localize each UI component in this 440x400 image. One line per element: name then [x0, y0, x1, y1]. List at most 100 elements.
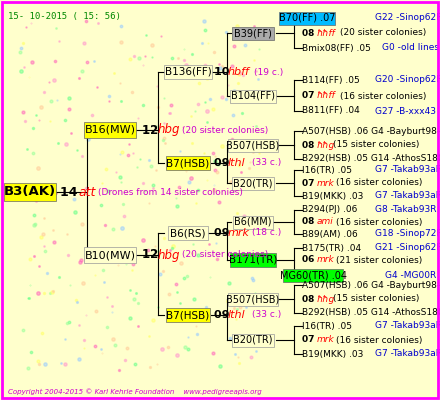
Text: 08: 08 — [302, 294, 318, 304]
Text: Copyright 2004-2015 © Karl Kehrle Foundation    www.pedigreeapis.org: Copyright 2004-2015 © Karl Kehrle Founda… — [8, 388, 262, 395]
FancyBboxPatch shape — [228, 138, 278, 152]
Text: (33 c.): (33 c.) — [252, 310, 281, 320]
Text: B6(MM): B6(MM) — [234, 217, 272, 227]
Text: 09: 09 — [214, 158, 233, 168]
Text: ħħg: ħħg — [317, 140, 335, 150]
FancyBboxPatch shape — [233, 216, 273, 228]
Text: B175(TR) .04: B175(TR) .04 — [302, 244, 361, 252]
FancyBboxPatch shape — [84, 247, 136, 263]
Text: B70(FF) .07: B70(FF) .07 — [279, 13, 335, 23]
FancyBboxPatch shape — [283, 268, 343, 282]
Text: B292(HSB) .05 G14 -AthosS180R: B292(HSB) .05 G14 -AthosS180R — [302, 308, 440, 318]
Text: (16 sister colonies): (16 sister colonies) — [336, 178, 422, 188]
Text: 09: 09 — [214, 228, 233, 238]
Text: A507(HSB) .06 G4 -Bayburt98-3: A507(HSB) .06 G4 -Bayburt98-3 — [302, 126, 440, 136]
Text: Bmix08(FF) .05: Bmix08(FF) .05 — [302, 44, 371, 52]
FancyBboxPatch shape — [230, 90, 276, 102]
FancyBboxPatch shape — [4, 183, 56, 201]
Text: (33 c.): (33 c.) — [252, 158, 281, 168]
Text: G22 -Sinop62R: G22 -Sinop62R — [375, 14, 440, 22]
Text: 10: 10 — [214, 67, 233, 77]
FancyBboxPatch shape — [166, 156, 210, 170]
Text: mrk: mrk — [228, 228, 250, 238]
Text: B19(MKK) .03: B19(MKK) .03 — [302, 350, 363, 358]
Text: (16 sister colonies): (16 sister colonies) — [336, 336, 422, 344]
Text: B16(MW): B16(MW) — [84, 125, 136, 135]
FancyBboxPatch shape — [230, 253, 276, 267]
Text: G0 -old lines B: G0 -old lines B — [382, 44, 440, 52]
Text: 09: 09 — [214, 310, 233, 320]
Text: B811(FF) .04: B811(FF) .04 — [302, 106, 360, 116]
Text: B19(MKK) .03: B19(MKK) .03 — [302, 192, 363, 200]
Text: G27 -B-xxx43: G27 -B-xxx43 — [375, 106, 436, 116]
Text: mrk: mrk — [317, 256, 335, 264]
Text: B6(RS): B6(RS) — [170, 228, 206, 238]
FancyBboxPatch shape — [232, 176, 274, 190]
Text: 07: 07 — [302, 336, 318, 344]
Text: (21 sister colonies): (21 sister colonies) — [336, 256, 422, 264]
Text: (15 sister colonies): (15 sister colonies) — [333, 294, 419, 304]
FancyBboxPatch shape — [279, 12, 335, 24]
Text: (20 sister colonies): (20 sister colonies) — [340, 28, 426, 38]
Text: I16(TR) .05: I16(TR) .05 — [302, 166, 352, 174]
Text: B507(HSB): B507(HSB) — [226, 140, 280, 150]
Text: B104(FF): B104(FF) — [231, 91, 275, 101]
Text: B136(FF): B136(FF) — [165, 67, 211, 77]
Text: G7 -Takab93aR: G7 -Takab93aR — [375, 192, 440, 200]
Text: (Drones from 14 sister colonies): (Drones from 14 sister colonies) — [98, 188, 243, 196]
Text: lthl: lthl — [228, 158, 246, 168]
FancyBboxPatch shape — [232, 334, 274, 346]
Text: hbg: hbg — [158, 248, 180, 262]
Text: G7 -Takab93aR: G7 -Takab93aR — [375, 350, 440, 358]
Text: mrk: mrk — [317, 178, 335, 188]
Text: (20 sister colonies): (20 sister colonies) — [182, 126, 268, 134]
Text: B7(HSB): B7(HSB) — [166, 310, 209, 320]
Text: G4 -MG00R: G4 -MG00R — [385, 270, 436, 280]
Text: (15 sister colonies): (15 sister colonies) — [333, 140, 419, 150]
Text: (20 sister colonies): (20 sister colonies) — [182, 250, 268, 260]
Text: B294(PJ) .06: B294(PJ) .06 — [302, 206, 357, 214]
FancyBboxPatch shape — [84, 122, 136, 138]
Text: (16 sister colonies): (16 sister colonies) — [336, 218, 422, 226]
Text: 14: 14 — [60, 186, 82, 198]
FancyBboxPatch shape — [166, 308, 210, 322]
Text: mrk: mrk — [317, 336, 335, 344]
Text: ħħg: ħħg — [317, 294, 335, 304]
Text: B20(TR): B20(TR) — [233, 178, 273, 188]
Text: hbff: hbff — [228, 67, 250, 77]
Text: B292(HSB) .05 G14 -AthosS180R: B292(HSB) .05 G14 -AthosS180R — [302, 154, 440, 164]
Text: G8 -Takab93R: G8 -Takab93R — [375, 206, 436, 214]
FancyBboxPatch shape — [168, 226, 208, 240]
Text: G18 -Sinop72R: G18 -Sinop72R — [375, 230, 440, 238]
Text: 15- 10-2015 ( 15: 56): 15- 10-2015 ( 15: 56) — [8, 12, 121, 21]
Text: (16 sister colonies): (16 sister colonies) — [340, 92, 426, 100]
Text: G21 -Sinop62R: G21 -Sinop62R — [375, 244, 440, 252]
Text: B10(MW): B10(MW) — [84, 250, 136, 260]
Text: 07: 07 — [302, 92, 318, 100]
Text: B89(AM) .06: B89(AM) .06 — [302, 230, 358, 238]
FancyBboxPatch shape — [232, 26, 274, 40]
Text: 06: 06 — [302, 256, 318, 264]
Text: B3(AK): B3(AK) — [4, 186, 56, 198]
Text: G7 -Takab93aR: G7 -Takab93aR — [375, 166, 440, 174]
Text: B39(FF): B39(FF) — [234, 28, 272, 38]
Text: G20 -Sinop62R: G20 -Sinop62R — [375, 76, 440, 84]
Text: hbg: hbg — [158, 124, 180, 136]
Text: 08: 08 — [302, 218, 318, 226]
Text: (18 c.): (18 c.) — [252, 228, 281, 238]
Text: 12: 12 — [142, 124, 162, 136]
Text: MG60(TR) .04: MG60(TR) .04 — [279, 270, 347, 280]
Text: B20(TR): B20(TR) — [233, 335, 273, 345]
Text: B507(HSB): B507(HSB) — [226, 294, 280, 304]
Text: G7 -Takab93aR: G7 -Takab93aR — [375, 322, 440, 330]
Text: ħħff: ħħff — [317, 92, 336, 100]
FancyBboxPatch shape — [164, 65, 212, 79]
Text: 12: 12 — [142, 248, 162, 262]
Text: B171(TR): B171(TR) — [229, 255, 277, 265]
Text: A507(HSB) .06 G4 -Bayburt98-3: A507(HSB) .06 G4 -Bayburt98-3 — [302, 280, 440, 290]
Text: lthl: lthl — [228, 310, 246, 320]
Text: 07: 07 — [302, 178, 318, 188]
Text: ħħff: ħħff — [317, 28, 336, 38]
Text: 08: 08 — [302, 140, 318, 150]
Text: B7(HSB): B7(HSB) — [166, 158, 209, 168]
